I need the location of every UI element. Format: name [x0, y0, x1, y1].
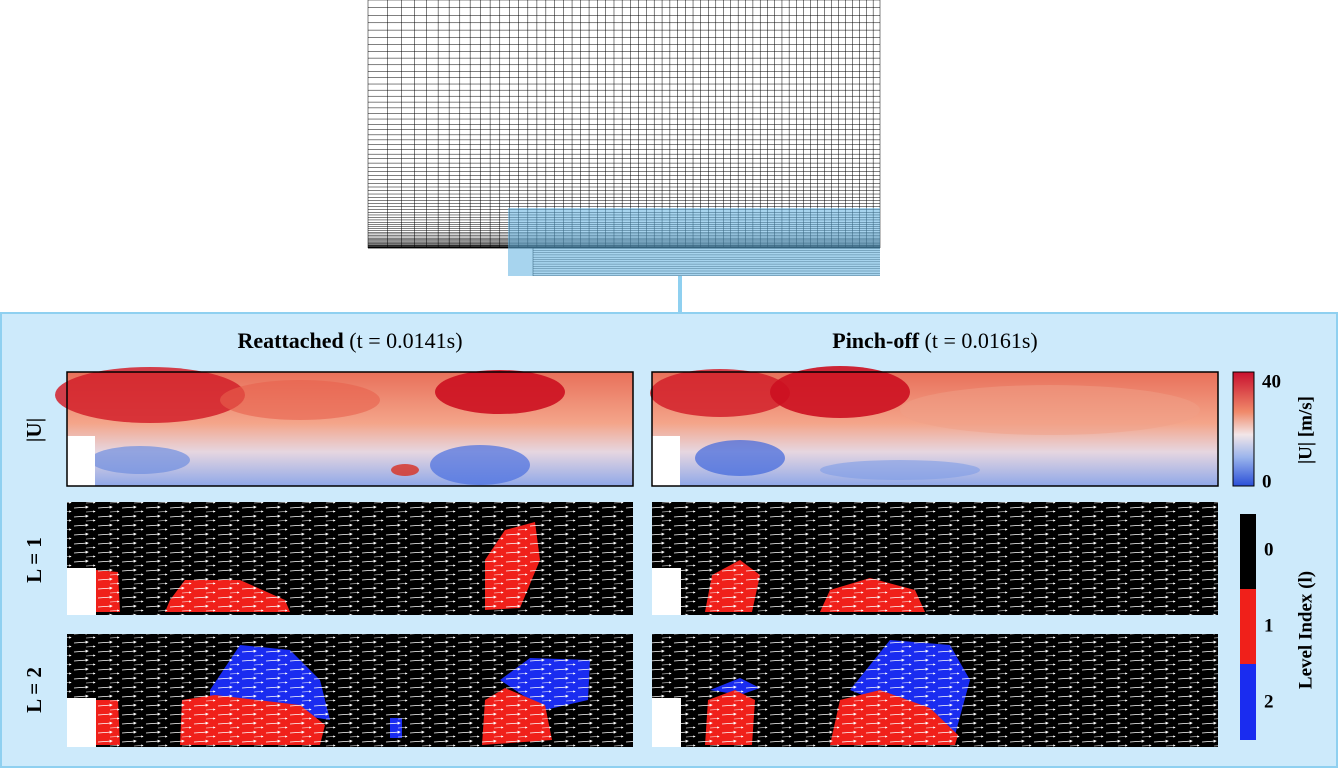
velocity-colorbar [1232, 371, 1255, 487]
row-label: L = 2 [22, 667, 46, 713]
level-field [652, 634, 1218, 747]
level-field [652, 502, 1218, 615]
column-title-name: Reattached [237, 328, 343, 353]
column-title: Pinch-off (t = 0.0161s) [832, 328, 1038, 353]
colorbar-label: |U| [m/s] [1295, 396, 1316, 464]
level-tick-label: 1 [1264, 615, 1274, 636]
column-time: (t = 0.0141s) [349, 328, 462, 353]
level-swatch [1240, 589, 1256, 664]
level-field [67, 502, 633, 615]
colorbar-tick-label: 0 [1262, 471, 1272, 492]
row-label: L = 1 [22, 537, 46, 583]
level-tick-label: 2 [1264, 691, 1274, 712]
level-swatch [1240, 514, 1256, 589]
colorbar-tick-label: 40 [1262, 371, 1281, 392]
column-title: Reattached (t = 0.0141s) [237, 328, 462, 353]
level-swatch [1240, 664, 1256, 740]
row-label: |U| [22, 418, 46, 442]
level-field [67, 634, 633, 747]
column-time: (t = 0.0161s) [925, 328, 1038, 353]
zoom-highlight [508, 208, 880, 276]
column-title-name: Pinch-off [832, 328, 919, 353]
velocity-field [650, 366, 1219, 487]
colorbar-label: Level Index (l) [1295, 571, 1316, 689]
level-tick-label: 0 [1264, 539, 1274, 560]
velocity-field [55, 367, 634, 487]
